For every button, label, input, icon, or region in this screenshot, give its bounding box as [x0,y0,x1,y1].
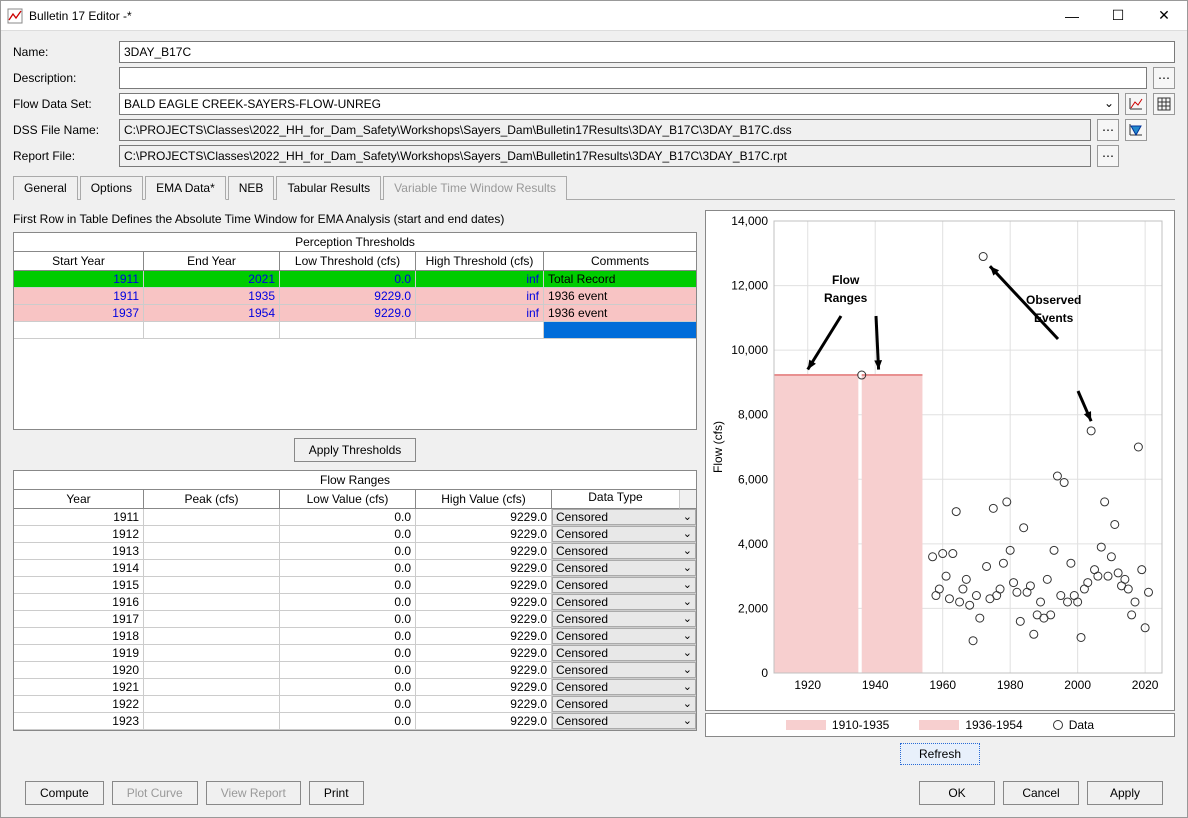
data-type-select[interactable]: Censored [552,543,696,559]
data-type-select[interactable]: Censored [552,509,696,525]
svg-text:1920: 1920 [794,678,821,692]
close-button[interactable]: ✕ [1141,1,1187,31]
window: Bulletin 17 Editor -* — ☐ ✕ Name: Descri… [0,0,1188,818]
data-type-select[interactable]: Censored [552,662,696,678]
data-type-select[interactable]: Censored [552,611,696,627]
pt-row[interactable]: 191120210.0infTotal Record [14,271,696,288]
tab-options[interactable]: Options [80,176,143,200]
svg-text:1960: 1960 [929,678,956,692]
cancel-button[interactable]: Cancel [1003,781,1079,805]
compute-button[interactable]: Compute [25,781,104,805]
tabs: GeneralOptionsEMA Data*NEBTabular Result… [13,175,1175,200]
svg-text:2,000: 2,000 [738,601,768,615]
fr-row[interactable]: 19140.09229.0Censored [14,560,696,577]
data-type-select[interactable]: Censored [552,526,696,542]
svg-text:Flow (cfs): Flow (cfs) [711,421,725,473]
refresh-button[interactable]: Refresh [900,743,980,765]
pt-row[interactable]: 193719549229.0inf1936 event [14,305,696,322]
chart: 0 2,000 4,000 6,000 8,000 10,000 12,000 14,000 1… [705,210,1175,711]
app-icon [7,8,23,24]
report-browse-button[interactable]: ⋯ [1097,145,1119,167]
view-report-button[interactable]: View Report [206,781,301,805]
minimize-button[interactable]: — [1049,1,1095,31]
fr-row[interactable]: 19120.09229.0Censored [14,526,696,543]
data-type-select[interactable]: Censored [552,713,696,729]
data-type-select[interactable]: Censored [552,577,696,593]
ok-button[interactable]: OK [919,781,995,805]
apply-button[interactable]: Apply [1087,781,1163,805]
data-type-select[interactable]: Censored [552,679,696,695]
tab-tabular-results[interactable]: Tabular Results [276,176,381,200]
fr-row[interactable]: 19220.09229.0Censored [14,696,696,713]
description-label: Description: [13,71,113,85]
data-type-select[interactable]: Censored [552,628,696,644]
tab-general[interactable]: General [13,176,78,200]
data-type-select[interactable]: Censored [552,645,696,661]
tab-ema-data-[interactable]: EMA Data* [145,176,226,200]
fr-row[interactable]: 19150.09229.0Censored [14,577,696,594]
perception-thresholds-grid: Perception Thresholds Start YearEnd Year… [13,232,697,430]
window-title: Bulletin 17 Editor -* [29,9,1049,23]
description-browse-button[interactable]: ⋯ [1153,67,1175,89]
table-icon-button[interactable] [1153,93,1175,115]
dss-browse-button[interactable]: ⋯ [1097,119,1119,141]
fr-row[interactable]: 19160.09229.0Censored [14,594,696,611]
fr-row[interactable]: 19180.09229.0Censored [14,628,696,645]
flow-label: Flow Data Set: [13,97,113,111]
pt-row[interactable] [14,322,696,339]
flow-select[interactable]: BALD EAGLE CREEK-SAYERS-FLOW-UNREG [119,93,1119,115]
data-type-select[interactable]: Censored [552,696,696,712]
svg-text:12,000: 12,000 [731,279,768,293]
flow-ranges-annotation: FlowRanges [824,271,867,306]
svg-text:0: 0 [761,666,768,680]
data-type-select[interactable]: Censored [552,594,696,610]
svg-text:6,000: 6,000 [738,472,768,486]
fr-row[interactable]: 19230.09229.0Censored [14,713,696,730]
pt-row[interactable]: 191119359229.0inf1936 event [14,288,696,305]
report-input[interactable] [119,145,1091,167]
svg-text:8,000: 8,000 [738,408,768,422]
observed-events-annotation: ObservedEvents [1026,291,1081,326]
fr-row[interactable]: 19130.09229.0Censored [14,543,696,560]
svg-text:1940: 1940 [862,678,889,692]
fr-row[interactable]: 19200.09229.0Censored [14,662,696,679]
svg-text:1980: 1980 [997,678,1024,692]
flow-ranges-grid: Flow Ranges YearPeak (cfs)Low Value (cfs… [13,470,697,731]
svg-text:10,000: 10,000 [731,343,768,357]
legend: 1910-1935 1936-1954 Data [705,713,1175,737]
ema-subtitle: First Row in Table Defines the Absolute … [13,210,697,228]
apply-thresholds-button[interactable]: Apply Thresholds [294,438,417,462]
svg-text:2020: 2020 [1132,678,1159,692]
svg-text:4,000: 4,000 [738,537,768,551]
tab-variable-time-window-results[interactable]: Variable Time Window Results [383,176,567,200]
fr-row[interactable]: 19210.09229.0Censored [14,679,696,696]
fr-row[interactable]: 19110.09229.0Censored [14,509,696,526]
fr-row[interactable]: 19190.09229.0Censored [14,645,696,662]
report-label: Report File: [13,149,113,163]
svg-text:2000: 2000 [1064,678,1091,692]
maximize-button[interactable]: ☐ [1095,1,1141,31]
data-type-select[interactable]: Censored [552,560,696,576]
fr-title: Flow Ranges [14,471,696,490]
bottom-bar: Compute Plot Curve View Report Print OK … [13,775,1175,811]
plot-curve-button[interactable]: Plot Curve [112,781,198,805]
dss-label: DSS File Name: [13,123,113,137]
svg-text:14,000: 14,000 [731,214,768,228]
pt-title: Perception Thresholds [14,233,696,252]
name-label: Name: [13,45,113,59]
dss-plot-icon-button[interactable] [1125,119,1147,141]
description-input[interactable] [119,67,1147,89]
name-input[interactable] [119,41,1175,63]
print-button[interactable]: Print [309,781,364,805]
dss-input[interactable] [119,119,1091,141]
tab-neb[interactable]: NEB [228,176,275,200]
titlebar: Bulletin 17 Editor -* — ☐ ✕ [1,1,1187,31]
plot-icon-button[interactable] [1125,93,1147,115]
fr-row[interactable]: 19170.09229.0Censored [14,611,696,628]
